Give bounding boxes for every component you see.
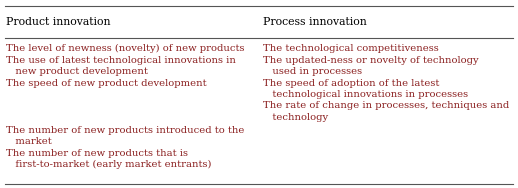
Text: Product innovation: Product innovation — [6, 17, 111, 27]
Text: The technological competitiveness
The updated-ness or novelty of technology
   u: The technological competitiveness The up… — [263, 44, 509, 122]
Text: Process innovation: Process innovation — [263, 17, 367, 27]
Text: The number of new products introduced to the
   market
The number of new product: The number of new products introduced to… — [6, 126, 244, 169]
Text: The level of newness (novelty) of new products
The use of latest technological i: The level of newness (novelty) of new pr… — [6, 44, 244, 88]
